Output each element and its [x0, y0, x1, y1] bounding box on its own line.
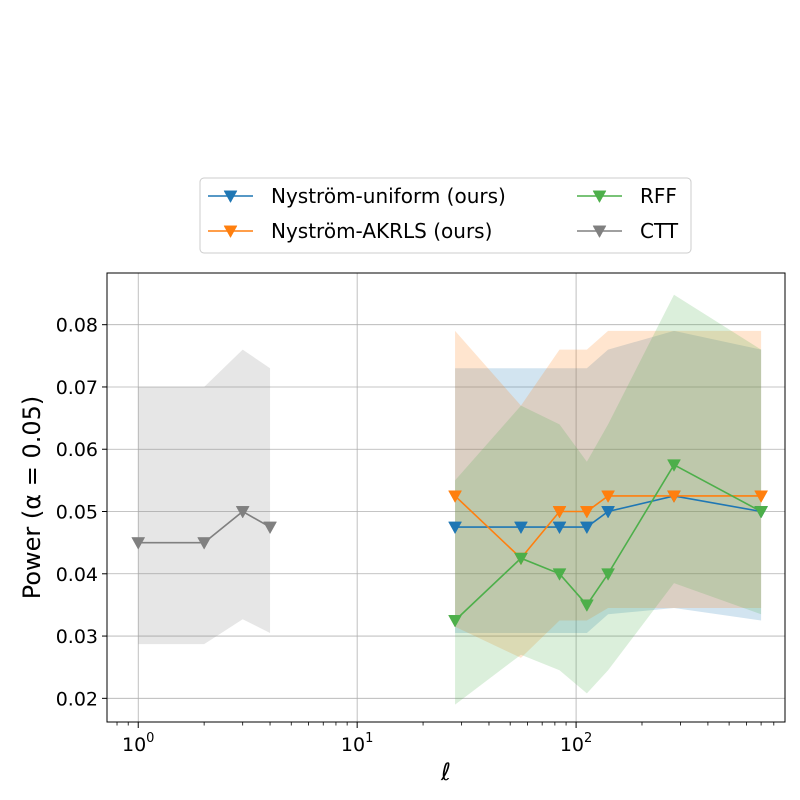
legend-label-2: RFF	[640, 184, 677, 208]
marker-series-2	[754, 506, 769, 519]
x-tick-label: 102	[560, 731, 592, 756]
marker-series-1	[579, 506, 594, 519]
x-axis-label: ℓ	[440, 758, 451, 786]
legend-marker-3	[592, 225, 607, 239]
marker-series-1	[601, 490, 616, 503]
marker-series-1	[552, 506, 567, 519]
confidence-bands	[138, 294, 762, 705]
marker-series-1	[667, 490, 681, 503]
band-series-3	[138, 349, 271, 645]
marker-series-3	[263, 521, 277, 535]
marker-series-0	[601, 506, 616, 519]
y-axis-label: Power (α = 0.05)	[18, 396, 46, 600]
y-tick-label: 0.02	[56, 688, 98, 710]
y-tick-label: 0.06	[56, 439, 98, 461]
x-tick-label: 100	[122, 731, 154, 756]
y-tick-label: 0.07	[56, 377, 98, 399]
marker-series-2	[448, 615, 462, 628]
marker-series-1	[754, 490, 769, 503]
marker-series-0	[579, 521, 594, 535]
band-series-0	[455, 330, 762, 633]
y-tick-label: 0.03	[56, 626, 98, 648]
marker-series-0	[448, 521, 462, 535]
marker-series-0	[552, 521, 567, 535]
legend-marker-0	[223, 190, 238, 204]
axis-ticks: 0.02 0.03 0.04 0.05 0.06 0.07 0.08 100 101 102	[56, 315, 775, 756]
line-series-3	[138, 510, 271, 544]
marker-series-2	[552, 568, 567, 581]
y-tick-label: 0.08	[56, 315, 98, 337]
x-tick-label: 101	[341, 731, 373, 756]
grid-lines	[107, 273, 785, 722]
marker-series-0	[514, 521, 528, 535]
legend-box	[199, 177, 692, 254]
marker-series-2	[667, 459, 681, 472]
legend: Nyström-uniform (ours) Nyström-AKRLS (our…	[199, 177, 692, 254]
marker-series-2	[579, 599, 594, 612]
legend-label-0: Nyström-uniform (ours)	[271, 184, 506, 208]
marker-series-2	[514, 552, 528, 566]
legend-label-3: CTT	[640, 219, 679, 243]
legend-label-1: Nyström-AKRLS (ours)	[271, 219, 492, 243]
y-tick-label: 0.05	[56, 502, 98, 524]
series-markers	[131, 459, 769, 628]
marker-series-3	[235, 506, 250, 519]
legend-marker-2	[592, 190, 607, 204]
legend-marker-1	[223, 225, 238, 239]
marker-series-3	[131, 537, 146, 550]
axes-frame	[106, 272, 786, 723]
marker-series-1	[448, 490, 462, 503]
marker-series-2	[601, 568, 616, 581]
y-tick-label: 0.04	[56, 564, 98, 586]
marker-series-3	[197, 537, 212, 550]
